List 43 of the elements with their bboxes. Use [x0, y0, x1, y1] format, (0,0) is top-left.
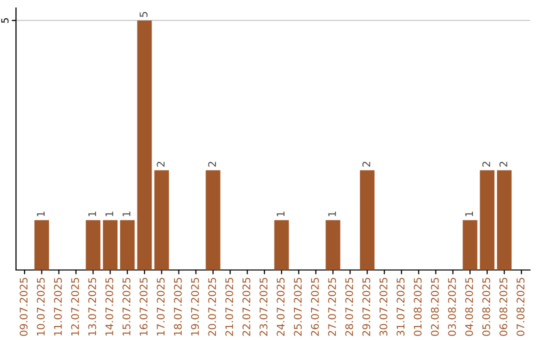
x-tick-label: 07.08.2025 [516, 278, 524, 336]
x-tick-label: 04.08.2025 [465, 278, 474, 336]
x-tick-label: 16.07.2025 [140, 278, 148, 336]
data-label: 2 [499, 162, 508, 167]
x-tick-label: 22.07.2025 [242, 278, 250, 336]
data-label: 2 [482, 162, 490, 167]
x-tick-label: 09.07.2025 [20, 278, 28, 336]
x-tick-label: 02.08.2025 [430, 278, 439, 336]
data-label: 5 [140, 12, 148, 17]
x-tick-label: 17.07.2025 [156, 278, 165, 336]
data-label: 1 [276, 212, 284, 216]
x-tick-label: 25.07.2025 [294, 278, 302, 336]
x-tick-label: 03.08.2025 [448, 278, 456, 336]
data-label: 2 [362, 162, 370, 167]
data-label: 2 [156, 162, 165, 167]
x-tick-label: 01.08.2025 [414, 278, 422, 336]
x-tick-label: 10.07.2025 [36, 278, 45, 336]
x-tick-label: 19.07.2025 [191, 278, 199, 336]
data-label: 1 [106, 212, 114, 216]
x-tick-label: 21.07.2025 [225, 278, 234, 336]
x-tick-label: 29.07.2025 [362, 278, 370, 336]
data-label: 1 [88, 212, 96, 216]
x-tick-label: 11.07.2025 [54, 278, 62, 336]
data-label: 1 [122, 212, 130, 216]
x-tick-label: 12.07.2025 [71, 278, 79, 336]
x-tick-label: 13.07.2025 [88, 278, 96, 336]
x-tick-label: 31.07.2025 [396, 278, 405, 336]
data-label: 2 [208, 162, 216, 167]
x-tick-label: 18.07.2025 [174, 278, 182, 336]
x-tick-label: 14.07.2025 [105, 278, 114, 336]
data-label: 1 [36, 212, 45, 216]
data-label: 1 [465, 212, 473, 216]
x-tick-label: 26.07.2025 [310, 278, 319, 336]
x-tick-label: 15.07.2025 [122, 278, 130, 336]
x-tick-label: 05.08.2025 [482, 278, 490, 336]
x-tick-label: 24.07.2025 [276, 278, 285, 336]
x-tick-label: 27.07.2025 [328, 278, 336, 336]
x-tick-label: 23.07.2025 [260, 278, 268, 336]
x-tick-label: 20.07.2025 [208, 278, 216, 336]
x-tick-label: 28.07.2025 [345, 278, 354, 336]
x-tick-label: 30.07.2025 [380, 278, 388, 336]
data-label: 1 [328, 212, 336, 216]
x-tick-label: 06.08.2025 [499, 278, 508, 336]
